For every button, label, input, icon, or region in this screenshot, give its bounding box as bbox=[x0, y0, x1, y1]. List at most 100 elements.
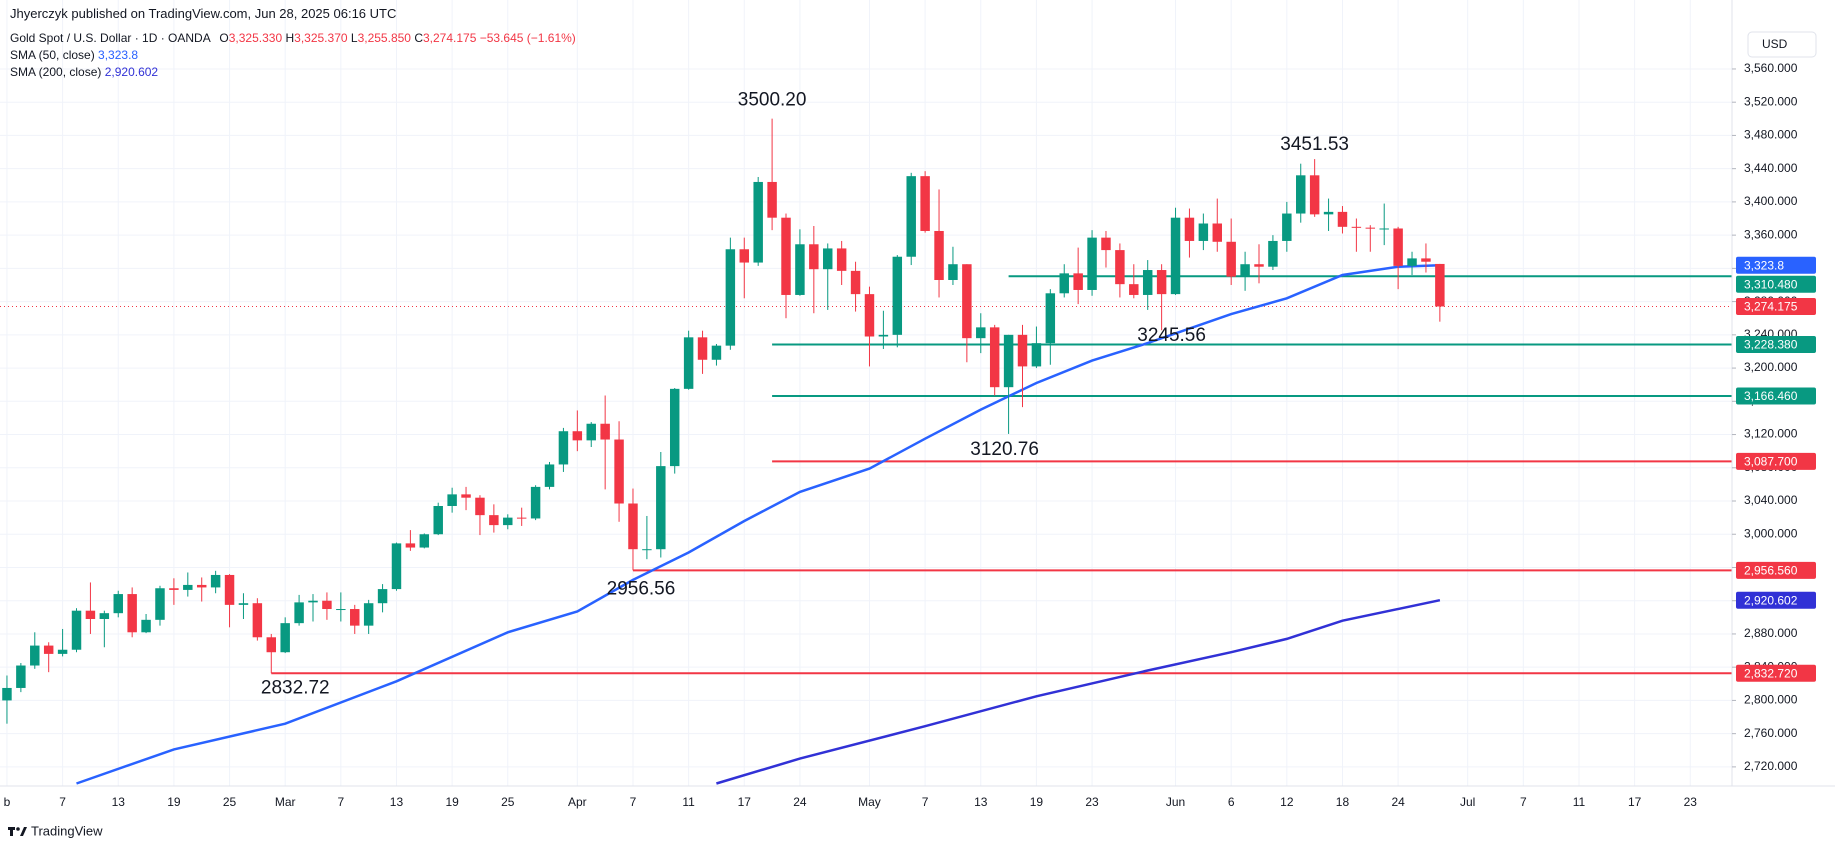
candle-body bbox=[906, 176, 916, 257]
candle-body bbox=[169, 588, 179, 590]
currency-box[interactable] bbox=[1747, 31, 1817, 58]
candle-body bbox=[892, 256, 903, 335]
candle-body bbox=[864, 294, 875, 337]
candle-body bbox=[642, 549, 652, 551]
candle-body bbox=[433, 505, 443, 535]
x-tick-label: 13 bbox=[974, 795, 988, 809]
x-tick-label: 25 bbox=[223, 795, 237, 809]
x-tick-label: 24 bbox=[793, 795, 807, 809]
candle-body bbox=[795, 244, 805, 295]
annotation: 2832.72 bbox=[261, 677, 330, 698]
candle-body bbox=[1212, 223, 1222, 242]
candle-body bbox=[558, 431, 569, 465]
candle-body bbox=[113, 594, 123, 614]
candle-body bbox=[377, 589, 388, 604]
candle-body bbox=[1073, 273, 1083, 290]
price-badge bbox=[1736, 387, 1816, 405]
candle-body bbox=[934, 230, 944, 281]
price-badge-label: 3,228.380 bbox=[1744, 338, 1798, 352]
candle-body bbox=[836, 248, 847, 271]
y-tick-label: 3,400.000 bbox=[1744, 194, 1798, 208]
candle-body bbox=[30, 645, 40, 666]
price-badge-label: 2,920.602 bbox=[1744, 593, 1798, 607]
candle-body bbox=[823, 248, 833, 270]
price-badge-label: 3,166.460 bbox=[1744, 389, 1798, 403]
price-badge bbox=[1736, 256, 1816, 274]
ohlc-key: L bbox=[350, 31, 358, 45]
candle-body bbox=[461, 494, 471, 498]
candle-body bbox=[238, 603, 249, 605]
candle-body bbox=[530, 486, 541, 519]
candle-body bbox=[544, 464, 555, 487]
candle-body bbox=[1017, 334, 1028, 367]
candle-body bbox=[16, 665, 26, 688]
candle-body bbox=[1003, 334, 1014, 388]
candle-body bbox=[1268, 240, 1278, 267]
x-tick-label: 7 bbox=[922, 795, 929, 809]
legend-sma200: SMA (200, close) 2,920.602 bbox=[10, 64, 576, 81]
y-tick-label: 3,560.000 bbox=[1744, 61, 1798, 75]
candle-body bbox=[976, 327, 986, 339]
candle-body bbox=[308, 600, 318, 603]
x-tick-label: May bbox=[858, 795, 881, 809]
price-badge-label: 2,956.560 bbox=[1744, 564, 1798, 578]
y-tick-label: 3,200.000 bbox=[1744, 360, 1798, 374]
price-badge bbox=[1736, 275, 1816, 293]
legend-value: 3,323.8 bbox=[98, 48, 139, 62]
x-tick-label: 17 bbox=[738, 795, 752, 809]
change: −53.645 (−1.61%) bbox=[479, 31, 576, 45]
candle-body bbox=[1254, 264, 1264, 267]
x-tick-label: 23 bbox=[1684, 795, 1698, 809]
candle-body bbox=[183, 584, 193, 590]
candle-body bbox=[850, 270, 861, 295]
candle-body bbox=[1198, 223, 1209, 241]
ohlc-value: 3,274.175 bbox=[422, 31, 477, 45]
sma-line bbox=[716, 598, 1441, 785]
candle-body bbox=[516, 517, 527, 519]
candle-body bbox=[1296, 175, 1306, 214]
candle-body bbox=[948, 264, 958, 281]
candle-body bbox=[155, 588, 165, 620]
price-badge bbox=[1736, 452, 1816, 470]
candle-body bbox=[1142, 270, 1153, 295]
candle-body bbox=[656, 466, 666, 550]
candle-body bbox=[1031, 343, 1042, 367]
author-line: Jhyerczyk published on TradingView.com, … bbox=[10, 6, 397, 21]
legend-name: SMA (50, close) bbox=[10, 48, 95, 62]
annotation: 2956.56 bbox=[607, 578, 676, 599]
x-tick-label: 19 bbox=[1030, 795, 1044, 809]
x-tick-label: 7 bbox=[1520, 795, 1527, 809]
candle-body bbox=[614, 439, 624, 504]
candle-body bbox=[294, 602, 304, 624]
candle-body bbox=[586, 423, 596, 441]
candle-body bbox=[391, 543, 402, 590]
header: Jhyerczyk published on TradingView.com, … bbox=[10, 5, 576, 81]
candle-body bbox=[1379, 228, 1389, 230]
candle-body bbox=[71, 610, 82, 650]
x-tick-label: 11 bbox=[682, 795, 695, 809]
ohlc-value: 3,325.370 bbox=[294, 31, 348, 45]
y-tick-label: 3,120.000 bbox=[1744, 427, 1798, 441]
candle-body bbox=[322, 600, 332, 610]
x-tick-label: 7 bbox=[337, 795, 344, 809]
candle-body bbox=[2, 687, 12, 701]
legend-value: 2,920.602 bbox=[104, 65, 159, 79]
candle-body bbox=[57, 649, 68, 654]
candle-body bbox=[767, 181, 777, 218]
candle-body bbox=[878, 334, 889, 337]
candle-body bbox=[141, 619, 151, 633]
x-tick-label: Jun bbox=[1166, 795, 1185, 809]
candle-body bbox=[739, 249, 750, 263]
candle-body bbox=[809, 244, 819, 270]
price-badge bbox=[1736, 561, 1816, 579]
x-tick-label: 13 bbox=[390, 795, 404, 809]
candle-body bbox=[711, 345, 722, 360]
y-tick-label: 3,360.000 bbox=[1744, 227, 1798, 241]
candle-body bbox=[1309, 175, 1320, 215]
candle-body bbox=[503, 517, 513, 526]
y-tick-label: 2,880.000 bbox=[1744, 626, 1798, 640]
candle-body bbox=[99, 613, 110, 619]
y-tick-label: 2,720.000 bbox=[1744, 759, 1798, 773]
price-badge bbox=[1736, 335, 1816, 353]
